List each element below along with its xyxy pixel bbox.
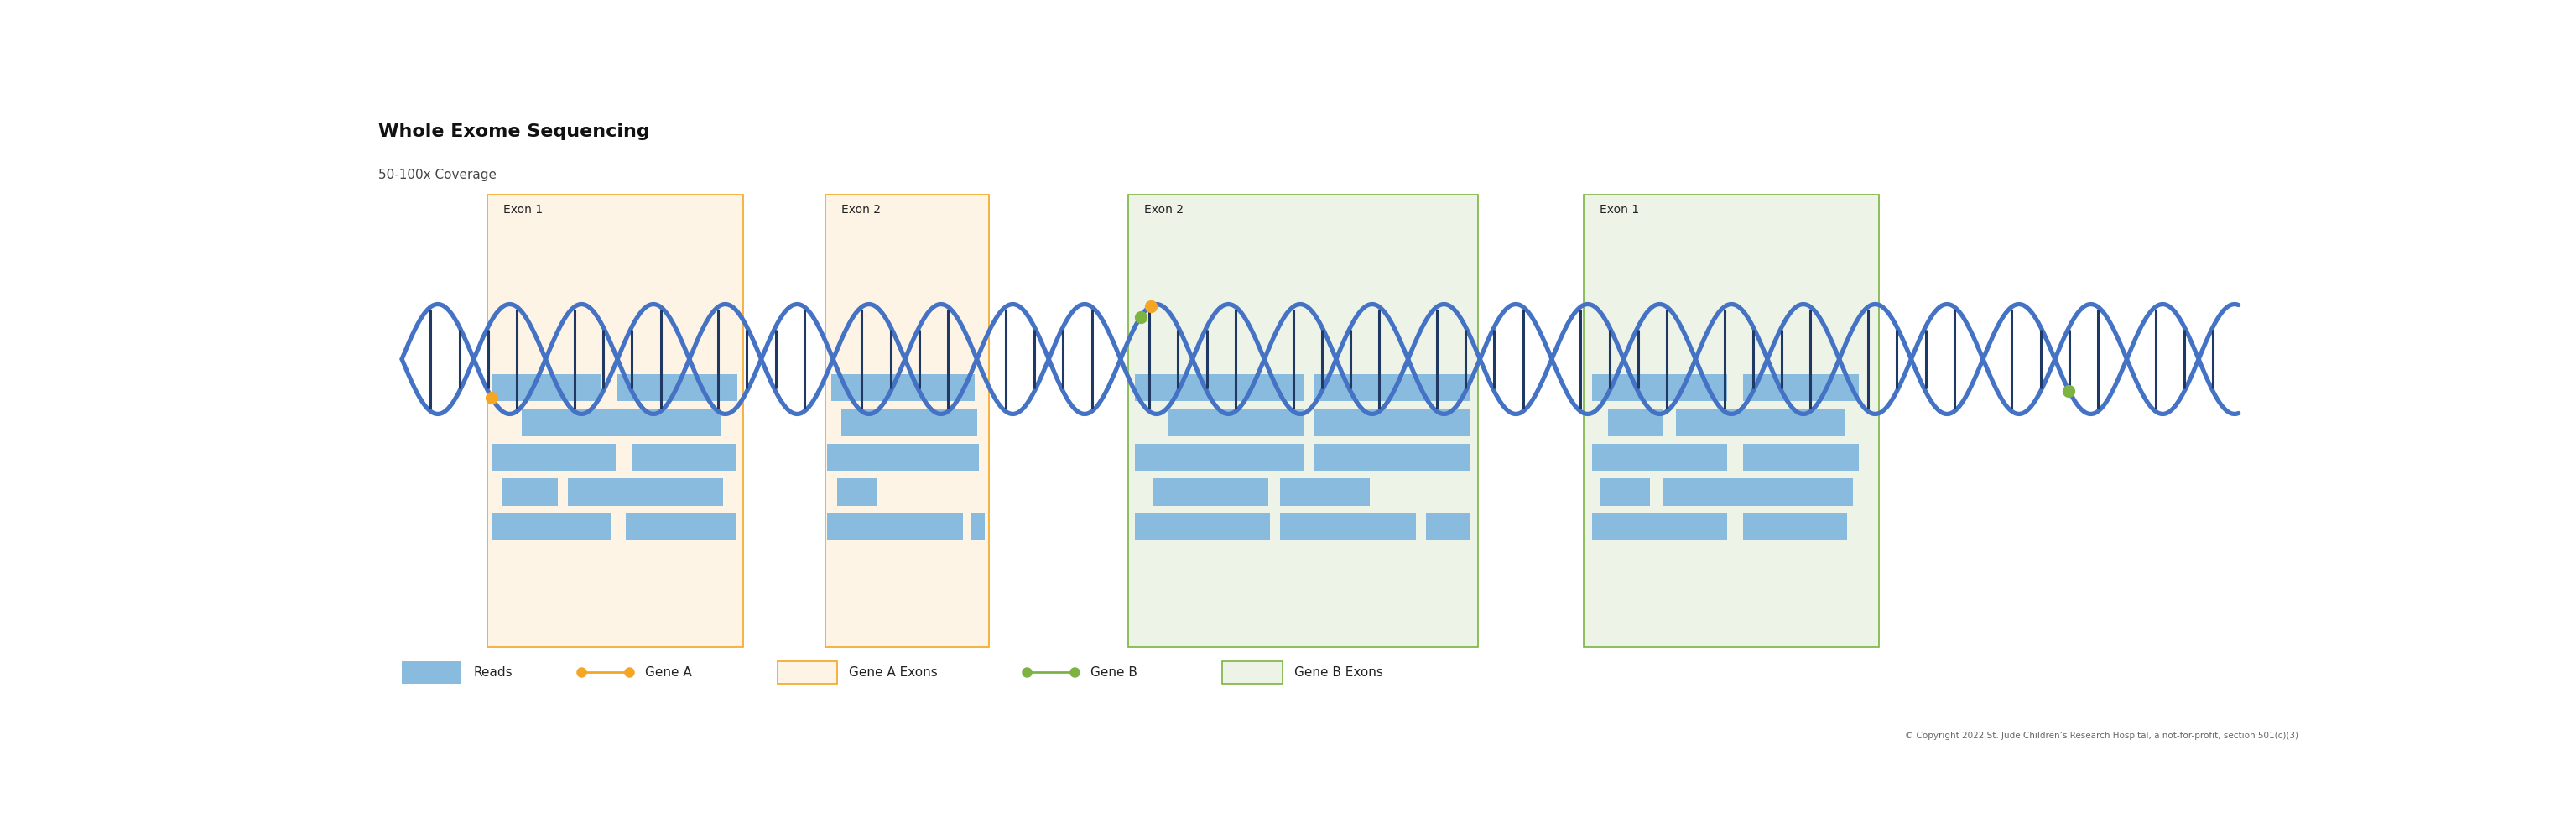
Bar [1224,661,1283,684]
Bar [837,478,876,506]
Text: Gene B: Gene B [1090,666,1139,679]
Bar [1427,513,1471,540]
Text: Exon 1: Exon 1 [1600,204,1638,216]
Bar [502,478,556,506]
Text: Reads: Reads [474,666,513,679]
Bar [1314,444,1471,471]
Bar [523,409,721,436]
Bar [567,478,724,506]
Text: © Copyright 2022 St. Jude Children’s Research Hospital, a not-for-profit, sectio: © Copyright 2022 St. Jude Children’s Res… [1906,732,2298,740]
Bar [626,513,734,540]
Bar [631,444,734,471]
Bar [618,374,737,401]
Bar [1744,513,1847,540]
Bar [492,374,603,401]
Bar [1151,478,1267,506]
Text: Gene A Exons: Gene A Exons [850,666,938,679]
Bar [1170,409,1303,436]
Bar [1133,513,1270,540]
Text: Exon 1: Exon 1 [505,204,544,216]
Bar [1664,478,1852,506]
Bar [778,661,837,684]
Bar [1584,195,1880,647]
Bar [1133,444,1303,471]
Bar [1133,374,1303,401]
Bar [1314,374,1471,401]
Bar [402,661,461,684]
Bar [1674,409,1844,436]
Bar [1600,478,1649,506]
Bar [1592,444,1728,471]
Bar [971,513,984,540]
Text: Whole Exome Sequencing: Whole Exome Sequencing [379,123,649,140]
Text: 50-100x Coverage: 50-100x Coverage [379,169,497,181]
Bar [1607,409,1664,436]
Bar [487,195,744,647]
Bar [1744,444,1860,471]
Bar [827,444,979,471]
Bar [1280,513,1417,540]
Text: Exon 2: Exon 2 [1144,204,1185,216]
Bar [1744,374,1860,401]
Bar [840,409,976,436]
Bar [1280,478,1370,506]
Bar [827,513,963,540]
Text: Gene B Exons: Gene B Exons [1293,666,1383,679]
Bar [1592,513,1728,540]
Bar [1128,195,1479,647]
Bar [824,195,989,647]
Text: Gene A: Gene A [647,666,693,679]
Bar [832,374,974,401]
Bar [492,444,616,471]
Bar [492,513,611,540]
Bar [1314,409,1471,436]
Bar [1592,374,1728,401]
Text: Exon 2: Exon 2 [840,204,881,216]
